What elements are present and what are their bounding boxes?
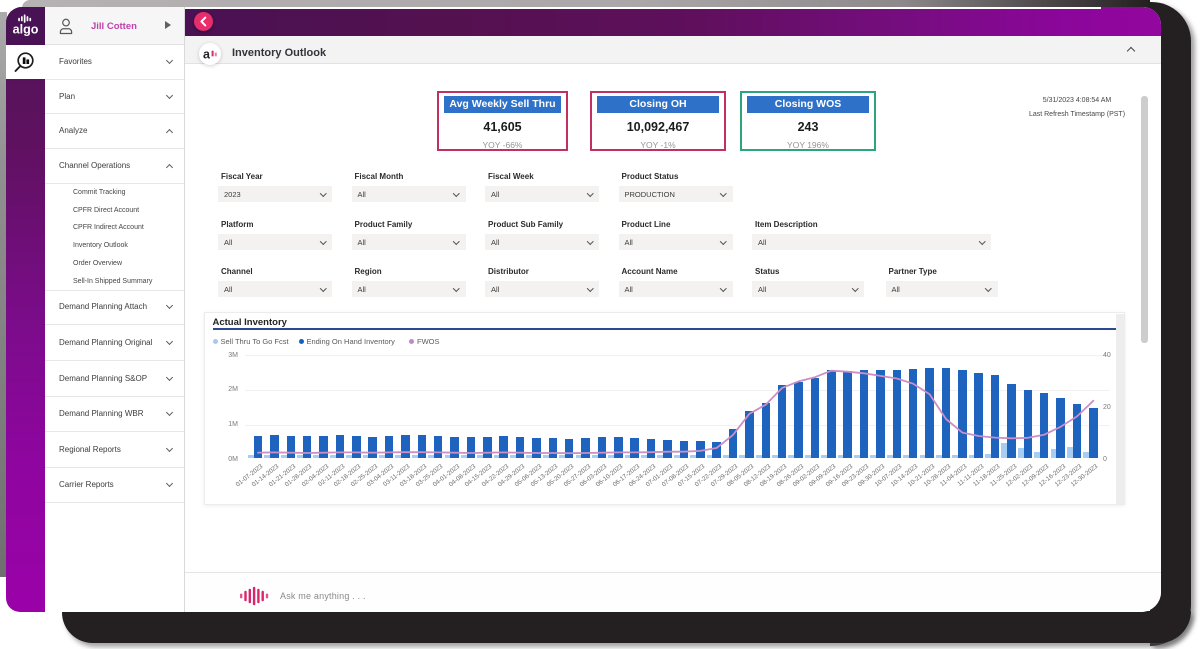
svg-text:a: a	[203, 47, 211, 61]
svg-text:algo: algo	[13, 23, 39, 37]
